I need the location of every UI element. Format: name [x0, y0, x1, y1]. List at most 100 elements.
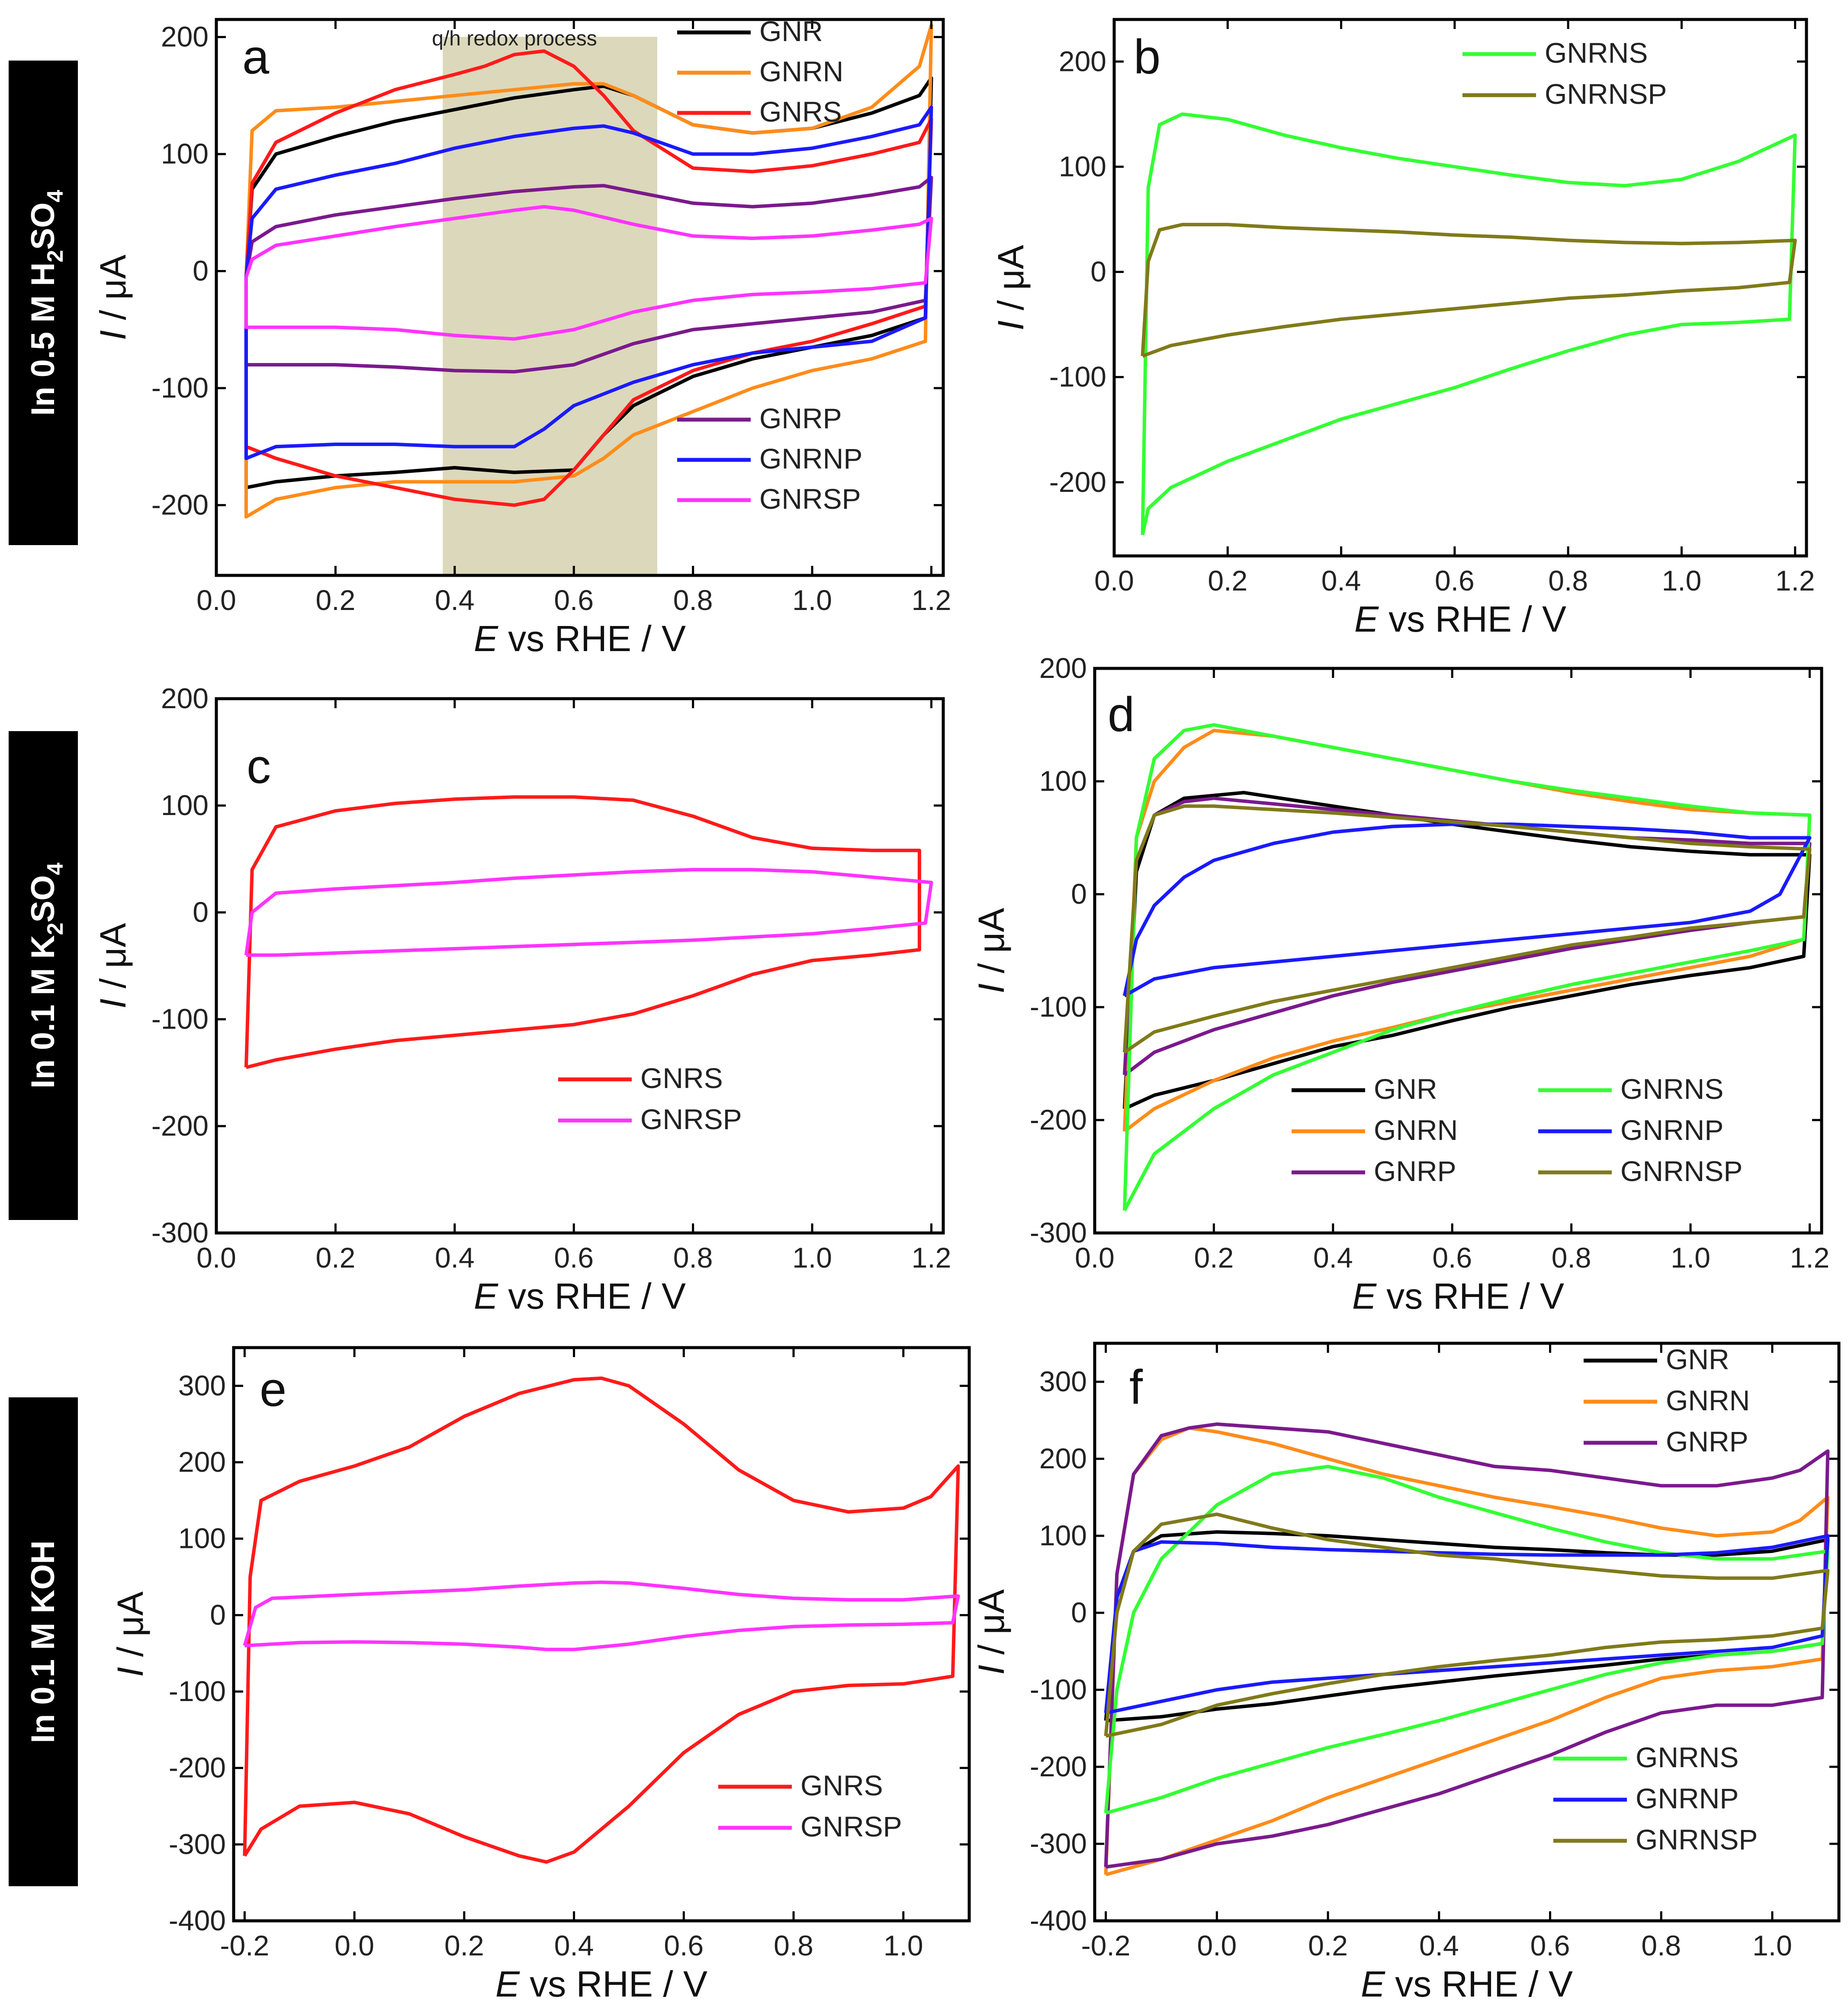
x-tick-label: 1.0	[884, 1929, 923, 1961]
series-gnrs	[244, 795, 921, 1069]
y-tick-label: -300	[1030, 1217, 1087, 1249]
legend-label-gnrs: GNRS	[759, 96, 842, 128]
y-tick-label: -200	[151, 489, 209, 521]
x-axis-label-symbol: E	[1361, 1964, 1385, 2004]
x-axis-label: E vs RHE / V	[474, 1276, 686, 1316]
x-tick-label: 0.6	[664, 1929, 704, 1961]
x-axis-label-unit: vs RHE / V	[520, 1964, 707, 2004]
series-gnrp	[1122, 796, 1812, 1076]
panel-letter: e	[260, 1362, 286, 1416]
x-tick-label: 1.2	[912, 1242, 951, 1274]
y-tick-label: 200	[1059, 45, 1106, 77]
x-tick-label: 0.0	[196, 1242, 236, 1274]
x-axis-label-unit: vs RHE / V	[1379, 599, 1566, 639]
y-axis-label: I / μA	[93, 255, 133, 340]
y-axis-label-unit: / μA	[93, 255, 133, 330]
panel-a: q/h redox process 0.0 0.2 0.4 0.6 0.8 1.0 1.2 20…	[93, 15, 951, 659]
panel-d: 0.0 0.2 0.4 0.6 0.8 1.0 1.2 200 100 0 -100 -200 -300…	[971, 652, 1829, 1316]
x-tick-label: 0.0	[1094, 565, 1134, 597]
legend-label-gnr: GNR	[1666, 1343, 1729, 1375]
x-axis-label: E vs RHE / V	[1361, 1964, 1573, 2004]
x-axis-label-symbol: E	[1352, 1276, 1377, 1316]
y-tick-label: -200	[1030, 1750, 1087, 1782]
panel-letter: b	[1134, 30, 1160, 84]
y-axis-label-symbol: I	[93, 998, 133, 1008]
row-label-2: In 0.1 M K2SO4	[9, 731, 78, 1220]
redox-label: q/h redox process	[432, 27, 597, 50]
series-gnr	[1104, 1530, 1830, 1723]
y-tick-label: -100	[1030, 1673, 1087, 1705]
x-tick-label: 0.8	[1548, 565, 1588, 597]
plot-frame	[215, 697, 945, 1235]
svg-text:In 0.1 M K2SO4: In 0.1 M K2SO4	[25, 863, 68, 1088]
y-axis-label-unit: / μA	[971, 1589, 1012, 1665]
y-axis-label-unit: / μA	[93, 923, 133, 998]
y-tick-label: 0	[1071, 1596, 1087, 1628]
x-tick-label: 0.4	[1313, 1242, 1353, 1274]
y-tick-label: -400	[1030, 1904, 1087, 1936]
y-tick-label: 0	[1071, 878, 1087, 910]
x-axis-label-symbol: E	[495, 1964, 520, 2004]
x-tick-label: 0.8	[1641, 1929, 1681, 1961]
x-tick-label: 0.4	[1419, 1929, 1459, 1961]
x-tick-label: 0.4	[435, 584, 475, 616]
y-tick-label: 100	[161, 789, 209, 821]
plot-frame	[1093, 1342, 1841, 1923]
y-tick-label: -200	[151, 1110, 209, 1142]
y-tick-label: 100	[161, 138, 209, 170]
y-tick-label: 0	[210, 1599, 226, 1631]
y-axis-label-unit: / μA	[990, 245, 1031, 320]
legend-label-gnrp: GNRP	[759, 402, 842, 434]
y-tick-label: -100	[151, 372, 209, 404]
y-tick-label: 200	[178, 1446, 226, 1478]
legend-label-gnrn: GNRN	[759, 55, 843, 87]
y-tick-label: -300	[169, 1828, 226, 1860]
legend-label-gnrns: GNRNS	[1636, 1741, 1739, 1773]
legend-label-gnrsp: GNRSP	[759, 483, 861, 515]
x-axis-label-unit: vs RHE / V	[498, 1276, 686, 1316]
y-axis-label-unit: / μA	[971, 908, 1012, 983]
y-tick-label: -200	[1049, 466, 1106, 498]
plot-frame	[1112, 18, 1808, 558]
legend-label-gnrnsp: GNRNSP	[1545, 78, 1667, 110]
series-gnrns	[1104, 1464, 1830, 1815]
x-tick-label: 1.2	[1775, 565, 1815, 597]
x-tick-label: 0.2	[444, 1929, 484, 1961]
y-tick-label: 100	[1039, 1519, 1087, 1551]
x-tick-label: 0.4	[1321, 565, 1361, 597]
panel-b: 0.0 0.2 0.4 0.6 0.8 1.0 1.2 200 100 0 -100 -200 E vs…	[990, 18, 1815, 639]
plot-frame	[232, 1346, 971, 1923]
y-tick-label: 200	[1039, 652, 1087, 684]
svg-text:In 0.5 M H2SO4: In 0.5 M H2SO4	[25, 190, 68, 416]
x-tick-label: 0.0	[196, 584, 236, 616]
y-axis-label: I / μA	[971, 1589, 1012, 1675]
panel-letter: f	[1129, 1360, 1143, 1414]
x-tick-label: 0.4	[435, 1242, 475, 1274]
y-axis-label-symbol: I	[990, 321, 1031, 331]
x-tick-label: 0.6	[1435, 565, 1475, 597]
series-gnrnsp	[1141, 223, 1797, 358]
x-tick-label: 1.0	[1671, 1242, 1710, 1274]
y-tick-label: -100	[1030, 991, 1087, 1023]
x-tick-label: 0.2	[316, 584, 356, 616]
x-axis-label-unit: vs RHE / V	[1385, 1964, 1573, 2004]
legend-label-gnrs: GNRS	[640, 1062, 723, 1094]
panel-letter: d	[1108, 687, 1135, 742]
y-tick-label: 200	[1039, 1442, 1087, 1474]
x-tick-label: -0.2	[1081, 1929, 1131, 1961]
series-gnrnp	[1122, 822, 1812, 998]
y-tick-label: 100	[1059, 150, 1106, 182]
y-tick-label: -300	[151, 1217, 209, 1249]
series-gnrns	[1141, 112, 1797, 536]
x-axis-label-symbol: E	[474, 618, 498, 659]
y-axis-label-symbol: I	[971, 983, 1012, 993]
series-gnrnp	[244, 105, 933, 460]
x-tick-label: 1.2	[912, 584, 951, 616]
y-tick-label: -100	[169, 1675, 226, 1707]
legend-label-gnrnsp: GNRNSP	[1636, 1823, 1758, 1855]
x-axis-label: E vs RHE / V	[495, 1964, 707, 2004]
x-tick-label: 0.6	[554, 1242, 594, 1274]
legend-label-gnrnp: GNRNP	[759, 443, 862, 475]
legend-label-gnrsp: GNRSP	[640, 1103, 742, 1135]
